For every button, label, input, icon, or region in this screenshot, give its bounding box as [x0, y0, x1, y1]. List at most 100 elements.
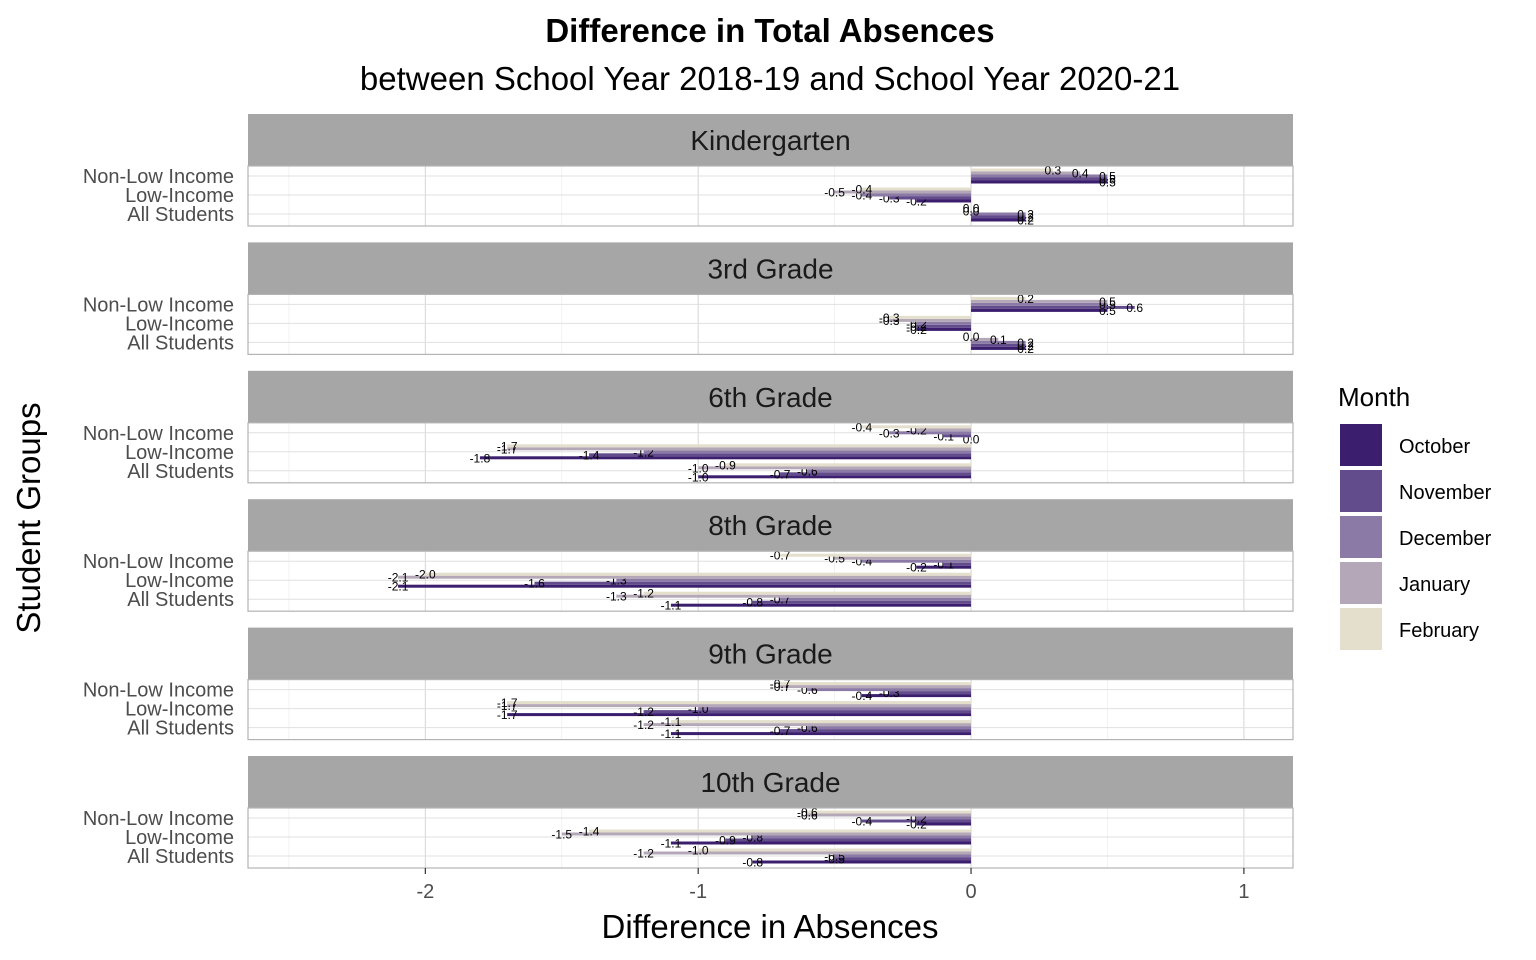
- bar: [561, 832, 972, 836]
- bar-value-label: 0.3: [1045, 164, 1062, 178]
- bar-value-label: -0.9: [715, 834, 736, 848]
- y-category-label: All Students: [127, 461, 234, 483]
- bar-value-label: -1.2: [633, 847, 654, 861]
- bar: [971, 296, 1026, 300]
- bar-value-label: -2.0: [415, 568, 436, 582]
- bar: [861, 193, 972, 197]
- bar-value-label: -1.4: [579, 825, 600, 839]
- bar-value-label: -0.2: [906, 561, 927, 575]
- bar: [971, 346, 1026, 350]
- y-category-label: Non-Low Income: [83, 551, 234, 573]
- bar-value-label: 0.1: [990, 333, 1007, 347]
- bar-value-label: -1.1: [661, 715, 682, 729]
- legend-swatch-december: [1340, 516, 1382, 558]
- bar: [698, 466, 972, 470]
- bar-value-label: -2.1: [388, 571, 409, 585]
- x-tick-label: 1: [1238, 881, 1249, 903]
- bar: [752, 600, 972, 604]
- bar: [643, 723, 972, 727]
- bar: [971, 308, 1108, 312]
- bar: [698, 848, 972, 852]
- bar: [861, 425, 972, 429]
- y-category-label: All Students: [127, 718, 234, 740]
- legend-swatch-january: [1340, 562, 1382, 604]
- bar: [889, 318, 972, 322]
- bar: [507, 447, 972, 451]
- bar: [889, 315, 972, 319]
- bar: [971, 437, 972, 441]
- bar-value-label: -1.1: [661, 837, 682, 851]
- bar: [807, 813, 972, 817]
- bar: [971, 334, 972, 338]
- bar-value-label: -1.1: [661, 727, 682, 741]
- bar: [971, 209, 972, 213]
- legend-label: January: [1399, 574, 1470, 596]
- bar-value-label: -1.7: [497, 708, 518, 722]
- facet-strip: [248, 499, 1293, 552]
- panel-border: [247, 422, 1294, 484]
- bar-value-label: 0.2: [1017, 292, 1034, 306]
- bar-value-label: 0.5: [1099, 295, 1116, 309]
- bar-value-label: -0.3: [879, 311, 900, 325]
- y-category-label: Non-Low Income: [83, 423, 234, 445]
- bar-value-label: -0.7: [770, 467, 791, 481]
- x-axis: -2 -1 0 1: [416, 868, 1249, 903]
- facet-strip-label: 8th Grade: [708, 510, 833, 541]
- bar: [670, 732, 972, 736]
- chart-title: Difference in Total Absences: [545, 12, 994, 49]
- facet-strip-label: Kindergarten: [690, 125, 850, 156]
- bar: [398, 584, 972, 588]
- bar: [616, 578, 972, 582]
- y-category-label: Low-Income: [125, 570, 234, 592]
- bar-value-label: -0.7: [770, 549, 791, 563]
- bar: [670, 841, 972, 845]
- bar-value-label: -2.1: [388, 580, 409, 594]
- bar: [425, 572, 972, 576]
- legend-label: December: [1399, 528, 1492, 550]
- bar-value-label: -1.5: [551, 828, 572, 842]
- legend-label: October: [1399, 436, 1470, 458]
- panel-border: [247, 165, 1294, 227]
- facet-strip-label: 6th Grade: [708, 382, 833, 413]
- bar: [807, 810, 972, 814]
- y-category-label: Non-Low Income: [83, 680, 234, 702]
- bar-value-label: 0.0: [963, 202, 980, 216]
- bar-value-label: -0.4: [852, 689, 873, 703]
- bar-value-label: -1.2: [633, 587, 654, 601]
- y-category-label: All Students: [127, 846, 234, 868]
- bar: [916, 321, 972, 325]
- bar: [398, 575, 972, 579]
- bar: [971, 206, 972, 210]
- bar: [780, 729, 972, 733]
- y-category-label: Low-Income: [125, 313, 234, 335]
- x-axis-title: Difference in Absences: [602, 908, 939, 945]
- bar: [971, 212, 1026, 216]
- y-category-label: All Students: [127, 589, 234, 611]
- bar: [589, 453, 972, 457]
- bar: [971, 340, 1026, 344]
- bar: [643, 591, 972, 595]
- bar: [971, 305, 1135, 309]
- facet-strip: [248, 756, 1293, 808]
- bar: [943, 562, 972, 566]
- bar-value-label: -1.7: [497, 696, 518, 710]
- panel-border: [247, 678, 1294, 741]
- bar: [643, 710, 972, 714]
- bar: [971, 343, 1026, 347]
- bar: [971, 171, 1081, 175]
- bar: [889, 431, 972, 435]
- x-tick-label: -1: [689, 881, 707, 903]
- bar-value-label: -0.5: [824, 186, 845, 200]
- y-category-label: Non-Low Income: [83, 294, 234, 316]
- y-category-label: Non-Low Income: [83, 166, 234, 188]
- bar-value-label: -0.4: [852, 183, 873, 197]
- bar-value-label: -1.0: [688, 844, 709, 858]
- bar: [861, 819, 972, 823]
- bar-value-label: -0.3: [879, 426, 900, 440]
- bar: [807, 688, 972, 692]
- bar: [807, 469, 972, 473]
- bar: [752, 860, 972, 864]
